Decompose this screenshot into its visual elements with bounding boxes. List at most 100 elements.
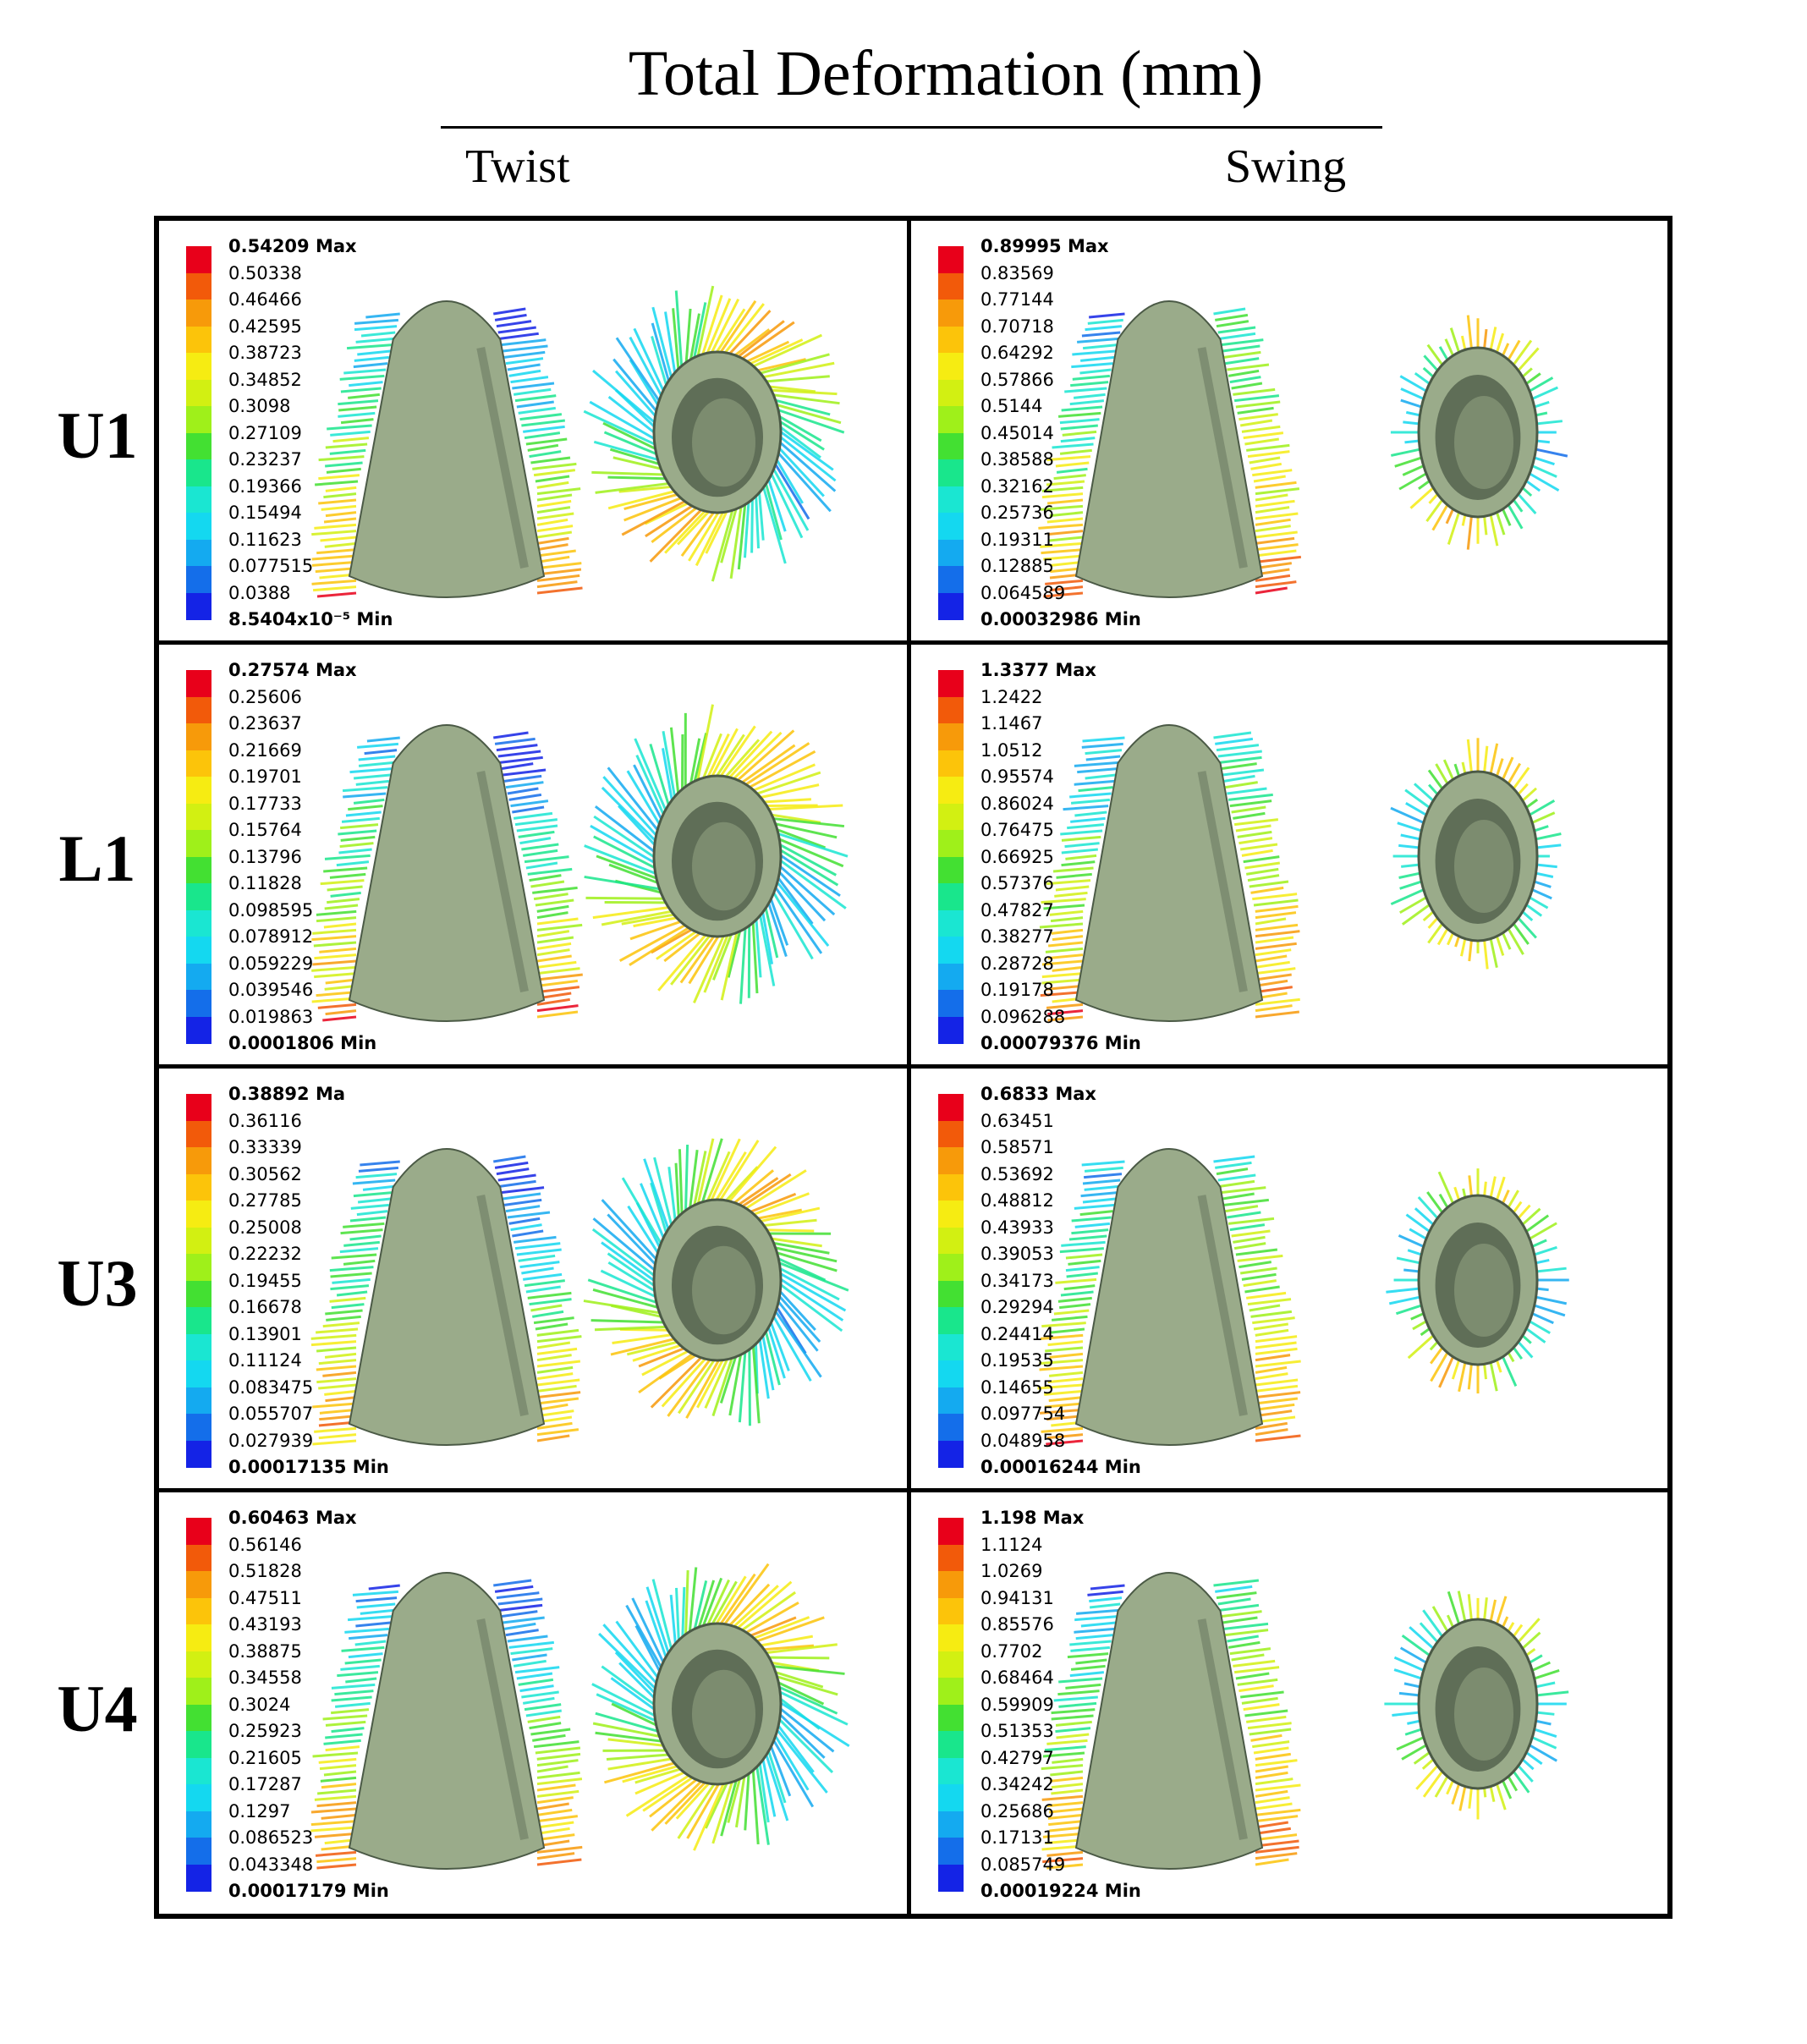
legend-value: 0.11828 — [228, 873, 302, 893]
legend-swatch — [938, 1544, 964, 1572]
legend-swatch — [938, 909, 964, 937]
legend-value: 0.19701 — [228, 766, 302, 787]
legend-swatch — [186, 856, 211, 884]
legend-swatch — [938, 1280, 964, 1308]
legend-value: 0.36116 — [228, 1110, 302, 1131]
legend-value: 0.68464 — [980, 1668, 1054, 1688]
legend-value: 0.27785 — [228, 1190, 302, 1211]
legend-value: 0.34558 — [228, 1668, 302, 1688]
legend-swatch — [938, 1254, 964, 1282]
deformation-visualization — [1039, 724, 1562, 1022]
tooth-side-view — [310, 1148, 582, 1446]
legend-swatch — [186, 513, 211, 541]
legend-swatch — [938, 1094, 964, 1122]
legend-value: 0.096288 — [980, 1006, 1066, 1027]
legend-swatch — [938, 406, 964, 434]
panel-u4-swing: 1.198 Max 1.1124 1.0269 0.94131 0.85576 0.770… — [911, 1492, 1667, 1910]
legend-value: 0.58571 — [980, 1137, 1054, 1157]
legend-swatch — [186, 1838, 211, 1865]
legend-value: 0.51353 — [980, 1721, 1054, 1741]
legend-swatch — [186, 696, 211, 724]
legend-swatch — [186, 486, 211, 514]
legend-value: 0.56146 — [228, 1534, 302, 1555]
legend-swatch — [938, 1864, 964, 1892]
legend-swatch — [938, 1307, 964, 1335]
legend-swatch — [186, 379, 211, 407]
tooth-occlusal-view — [1384, 1591, 1569, 1820]
legend-max-label: 0.38892 Ma — [228, 1084, 346, 1104]
legend-swatch — [186, 299, 211, 327]
legend-swatch — [186, 1597, 211, 1625]
legend-swatch — [938, 459, 964, 487]
legend-value: 1.1467 — [980, 713, 1043, 734]
tooth-side-view — [311, 724, 583, 1022]
legend-swatch — [938, 1227, 964, 1255]
legend-swatch — [938, 566, 964, 594]
legend-value: 0.027939 — [228, 1430, 314, 1451]
panel-u3-swing: 0.6833 Max 0.63451 0.58571 0.53692 0.48812 0.… — [911, 1069, 1667, 1486]
legend-swatch — [938, 353, 964, 381]
legend-value: 0.28728 — [980, 953, 1054, 974]
legend-value: 0.76475 — [980, 820, 1054, 840]
legend-value: 0.48812 — [980, 1190, 1054, 1211]
tooth-occlusal-view — [591, 1563, 850, 1851]
legend-value: 0.77144 — [980, 289, 1054, 310]
legend-swatch — [186, 1201, 211, 1228]
legend-value: 0.5144 — [980, 396, 1043, 416]
legend-value: 0.15764 — [228, 820, 302, 840]
legend-value: 0.34173 — [980, 1270, 1054, 1291]
legend-min-label: 0.00019224 Min — [980, 1881, 1141, 1901]
legend-min-label: 0.00032986 Min — [980, 609, 1141, 629]
legend-swatch — [186, 1016, 211, 1044]
legend-value: 0.29294 — [980, 1297, 1054, 1317]
legend-min-label: 8.5404x10⁻⁵ Min — [228, 609, 393, 629]
deformation-visualization — [1038, 300, 1568, 598]
legend-swatch — [186, 777, 211, 805]
legend-swatch — [938, 1360, 964, 1388]
deformation-visualization — [310, 1138, 849, 1446]
legend-swatch — [938, 592, 964, 620]
legend-value: 0.064589 — [980, 582, 1066, 603]
legend-value: 0.19455 — [228, 1270, 302, 1291]
legend-swatch — [186, 1147, 211, 1175]
legend-swatch — [938, 1147, 964, 1175]
legend-value: 0.64292 — [980, 343, 1054, 363]
legend-swatch — [186, 1387, 211, 1415]
legend-swatch — [186, 1518, 211, 1546]
legend-swatch — [186, 803, 211, 831]
legend-swatch — [186, 1544, 211, 1572]
legend-swatch — [938, 299, 964, 327]
legend-swatch — [186, 1651, 211, 1679]
panel-u3-twist: 0.38892 Ma 0.36116 0.33339 0.30562 0.27785 0.… — [159, 1069, 907, 1486]
legend-swatch — [186, 1864, 211, 1892]
legend-value: 0.57376 — [980, 873, 1054, 893]
legend-value: 0.15494 — [228, 503, 302, 523]
legend-swatch — [938, 1838, 964, 1865]
legend-value: 0.048958 — [980, 1430, 1066, 1451]
legend-swatch — [938, 1651, 964, 1679]
tooth-side-view — [1037, 1148, 1301, 1446]
legend-swatch — [186, 1414, 211, 1442]
legend-value: 0.23637 — [228, 713, 302, 734]
legend-value: 0.43193 — [228, 1614, 302, 1635]
legend-value: 0.34852 — [228, 369, 302, 390]
legend-swatch — [186, 723, 211, 751]
legend-swatch — [938, 1678, 964, 1706]
legend-value: 0.11124 — [228, 1350, 302, 1371]
legend-value: 0.086523 — [228, 1827, 314, 1848]
legend-value: 0.38588 — [980, 449, 1054, 470]
legend-swatch — [938, 1016, 964, 1044]
legend-swatch — [186, 1731, 211, 1759]
legend-swatch — [938, 990, 964, 1018]
panel-u4-twist: 0.60463 Max 0.56146 0.51828 0.47511 0.43193 0… — [159, 1492, 907, 1910]
tooth-side-view — [1038, 300, 1302, 598]
legend-swatch — [938, 830, 964, 858]
row-label-u4: U4 — [57, 1672, 138, 1745]
legend-swatch — [186, 592, 211, 620]
legend-value: 0.43933 — [980, 1217, 1054, 1238]
legend-min-label: 0.0001806 Min — [228, 1033, 377, 1053]
legend-value: 0.38875 — [228, 1640, 302, 1662]
legend-swatch — [938, 379, 964, 407]
legend-value: 0.14655 — [980, 1376, 1054, 1398]
column-header-twist: Twist — [465, 140, 570, 193]
